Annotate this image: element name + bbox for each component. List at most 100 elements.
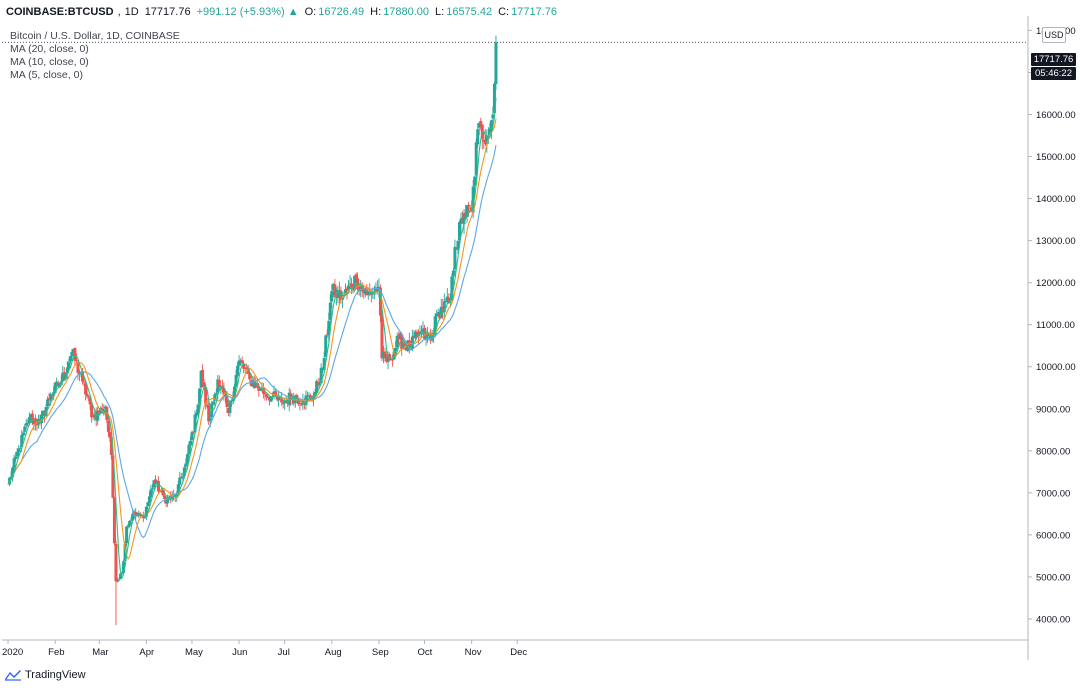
candle-body — [233, 386, 237, 398]
time-axis[interactable]: 2020 Feb Mar Apr May Jun Jul Aug Sep Oct Nov Dec — [2, 640, 527, 658]
close-label: C: — [498, 6, 510, 18]
candle-body — [149, 489, 153, 497]
candle-body — [395, 336, 399, 348]
symbol-separator: , — [117, 6, 121, 18]
candle-body — [380, 315, 384, 359]
candle-body — [153, 479, 157, 484]
candle-body — [207, 405, 211, 422]
candle-body — [365, 288, 369, 296]
candle-body — [184, 463, 188, 467]
price-tick-label: 7000.00 — [1036, 488, 1070, 499]
candle-body — [41, 410, 45, 415]
candle-body — [409, 348, 413, 350]
candle-body — [404, 347, 408, 351]
candle-body — [473, 176, 477, 186]
legend-ma5[interactable]: MA (5, close, 0) — [10, 69, 83, 81]
candle-body — [164, 499, 168, 504]
candle-body — [29, 414, 33, 418]
candle-body — [27, 417, 31, 424]
candle-body — [248, 373, 252, 380]
candle-body — [97, 411, 101, 414]
candle-body — [307, 395, 311, 397]
candle-body — [46, 399, 50, 407]
candle-body — [84, 383, 88, 395]
moving-averages — [7, 97, 497, 580]
candle-body — [245, 367, 249, 369]
candle-body — [146, 502, 150, 507]
candle-body — [226, 408, 230, 413]
legend-title[interactable]: Bitcoin / U.S. Dollar, 1D, COINBASE — [10, 30, 180, 42]
time-tick-label: Oct — [418, 647, 433, 658]
candle-body — [333, 284, 337, 298]
close-value: 17717.76 — [511, 6, 557, 18]
candle-body — [213, 394, 217, 401]
candle-body — [191, 431, 195, 433]
candle-body — [378, 287, 382, 316]
candle-body — [362, 288, 366, 293]
candle-body — [157, 481, 161, 492]
candle-body — [185, 454, 189, 464]
candle-body — [9, 476, 13, 478]
candle-body — [163, 495, 167, 500]
candle-body — [222, 388, 226, 395]
timeframe[interactable]: 1D — [124, 6, 139, 18]
candle-body — [410, 336, 414, 349]
time-tick-label: 2020 — [2, 647, 23, 658]
candle-body — [181, 476, 185, 479]
candle-body — [20, 435, 24, 448]
candle-body — [144, 506, 148, 517]
legend-ma10[interactable]: MA (10, close, 0) — [10, 56, 89, 68]
time-tick-label: Jul — [278, 647, 290, 658]
candle-body — [39, 414, 43, 424]
candle-body — [281, 403, 285, 405]
footer-brand[interactable]: TradingView — [4, 669, 86, 681]
candle-body — [483, 140, 487, 144]
candle-body — [492, 83, 496, 114]
legend-ma20[interactable]: MA (20, close, 0) — [10, 43, 89, 55]
candle-body — [26, 422, 30, 424]
candle-body — [336, 290, 340, 299]
candle-body — [454, 248, 458, 250]
candle-body — [131, 513, 135, 520]
candle-body — [462, 213, 466, 225]
candle-body — [283, 400, 287, 404]
candle-body — [166, 497, 170, 504]
price-axis[interactable]: 4000.00 5000.00 6000.00 7000.00 8000.00 9000.… — [1028, 26, 1076, 626]
candle-body — [277, 396, 281, 401]
candle-body — [421, 328, 425, 332]
brand-name: TradingView — [25, 669, 86, 681]
candle-body — [173, 494, 177, 498]
candle-body — [87, 396, 91, 398]
currency-button[interactable]: USD — [1042, 27, 1066, 43]
candle-body — [415, 332, 419, 334]
price-tick-label: 9000.00 — [1036, 404, 1070, 415]
candle-body — [343, 289, 347, 296]
candle-body — [296, 400, 300, 405]
candle-body — [202, 382, 206, 387]
candle-body — [103, 406, 107, 409]
candle-body — [18, 448, 22, 450]
candle-body — [90, 404, 94, 418]
candle-body — [135, 515, 139, 517]
candle-body — [479, 120, 483, 126]
candle-body — [381, 352, 385, 359]
candle-body — [457, 222, 461, 241]
candle-body — [35, 423, 39, 426]
high-value: 17880.00 — [383, 6, 430, 18]
candle-body — [112, 497, 116, 544]
symbol-name[interactable]: COINBASE:BTCUSD — [6, 6, 114, 18]
candle-body — [47, 398, 51, 401]
time-tick-label: Jun — [232, 647, 247, 658]
candle-body — [476, 129, 480, 145]
candle-body — [117, 579, 121, 581]
candle-body — [228, 400, 232, 413]
candle-body — [450, 276, 454, 301]
candle-body — [81, 371, 85, 382]
candle-body — [225, 396, 229, 407]
candle-body — [489, 120, 493, 129]
candle-body — [328, 302, 332, 320]
candle-body — [234, 375, 238, 387]
candle-body — [330, 291, 334, 302]
candle-body — [442, 301, 446, 313]
